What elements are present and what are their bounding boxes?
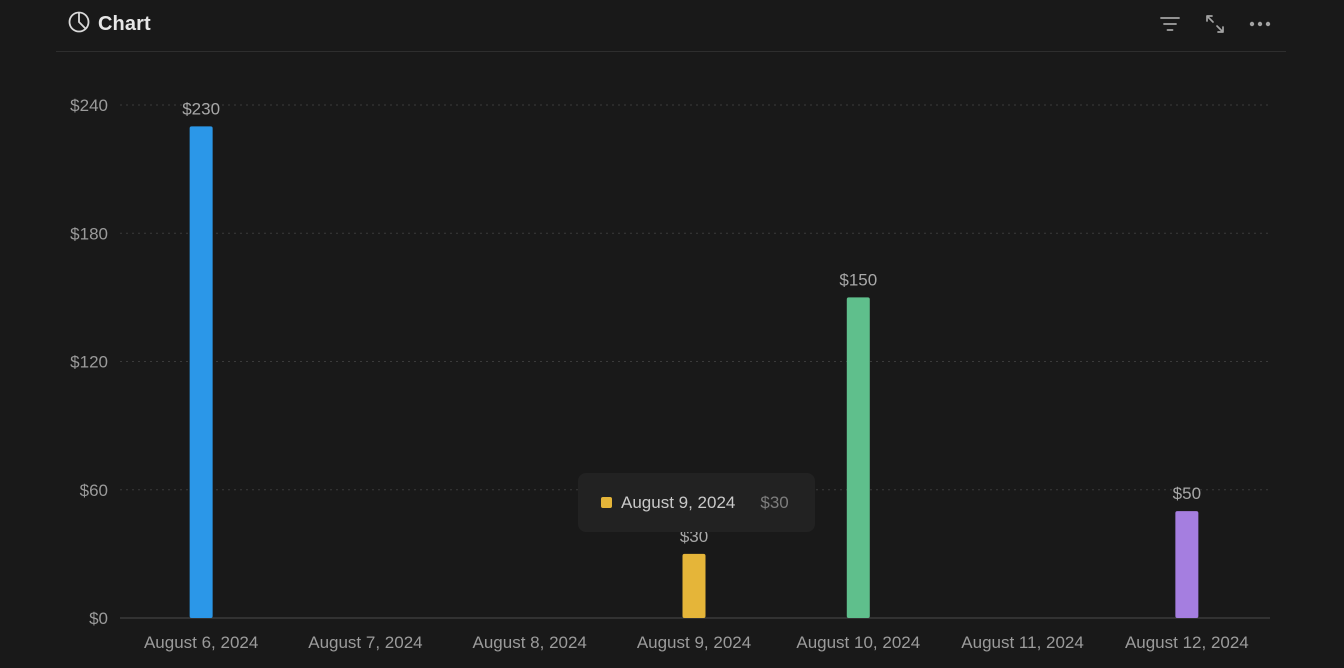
data-label: $150 bbox=[839, 270, 877, 289]
chart-panel: Chart bbox=[56, 0, 1286, 668]
y-tick-label: $120 bbox=[70, 353, 108, 372]
expand-icon bbox=[1206, 15, 1224, 33]
x-tick-label: August 10, 2024 bbox=[796, 633, 920, 652]
filter-icon bbox=[1160, 17, 1180, 31]
x-tick-label: August 7, 2024 bbox=[308, 633, 422, 652]
x-tick-label: August 11, 2024 bbox=[961, 633, 1084, 652]
tooltip-value: $30 bbox=[760, 492, 789, 512]
x-tick-label: August 9, 2024 bbox=[637, 633, 751, 652]
chart-tooltip: August 9, 2024 $30 bbox=[578, 473, 815, 532]
y-tick-label: $0 bbox=[89, 609, 108, 628]
expand-button[interactable] bbox=[1201, 10, 1229, 38]
tooltip-date: August 9, 2024 bbox=[621, 492, 736, 512]
y-tick-label: $240 bbox=[70, 96, 108, 115]
data-label: $230 bbox=[182, 99, 220, 118]
tooltip-swatch bbox=[601, 497, 612, 508]
more-button[interactable] bbox=[1246, 10, 1274, 38]
more-icon bbox=[1249, 21, 1271, 27]
x-tick-label: August 6, 2024 bbox=[144, 633, 258, 652]
chart-actions bbox=[1156, 10, 1274, 38]
chart-title-group: Chart bbox=[68, 11, 151, 38]
chart-title: Chart bbox=[98, 13, 151, 35]
data-label: $50 bbox=[1173, 484, 1201, 503]
chart-header: Chart bbox=[56, 0, 1286, 52]
filter-button[interactable] bbox=[1156, 10, 1184, 38]
y-tick-label: $180 bbox=[70, 224, 108, 243]
pie-chart-icon bbox=[68, 11, 90, 38]
y-tick-label: $60 bbox=[80, 481, 108, 500]
bar bbox=[846, 297, 870, 618]
bar bbox=[1175, 511, 1199, 618]
x-tick-label: August 12, 2024 bbox=[1125, 633, 1249, 652]
bar bbox=[189, 126, 213, 618]
x-tick-label: August 8, 2024 bbox=[473, 633, 587, 652]
bar bbox=[682, 553, 706, 618]
